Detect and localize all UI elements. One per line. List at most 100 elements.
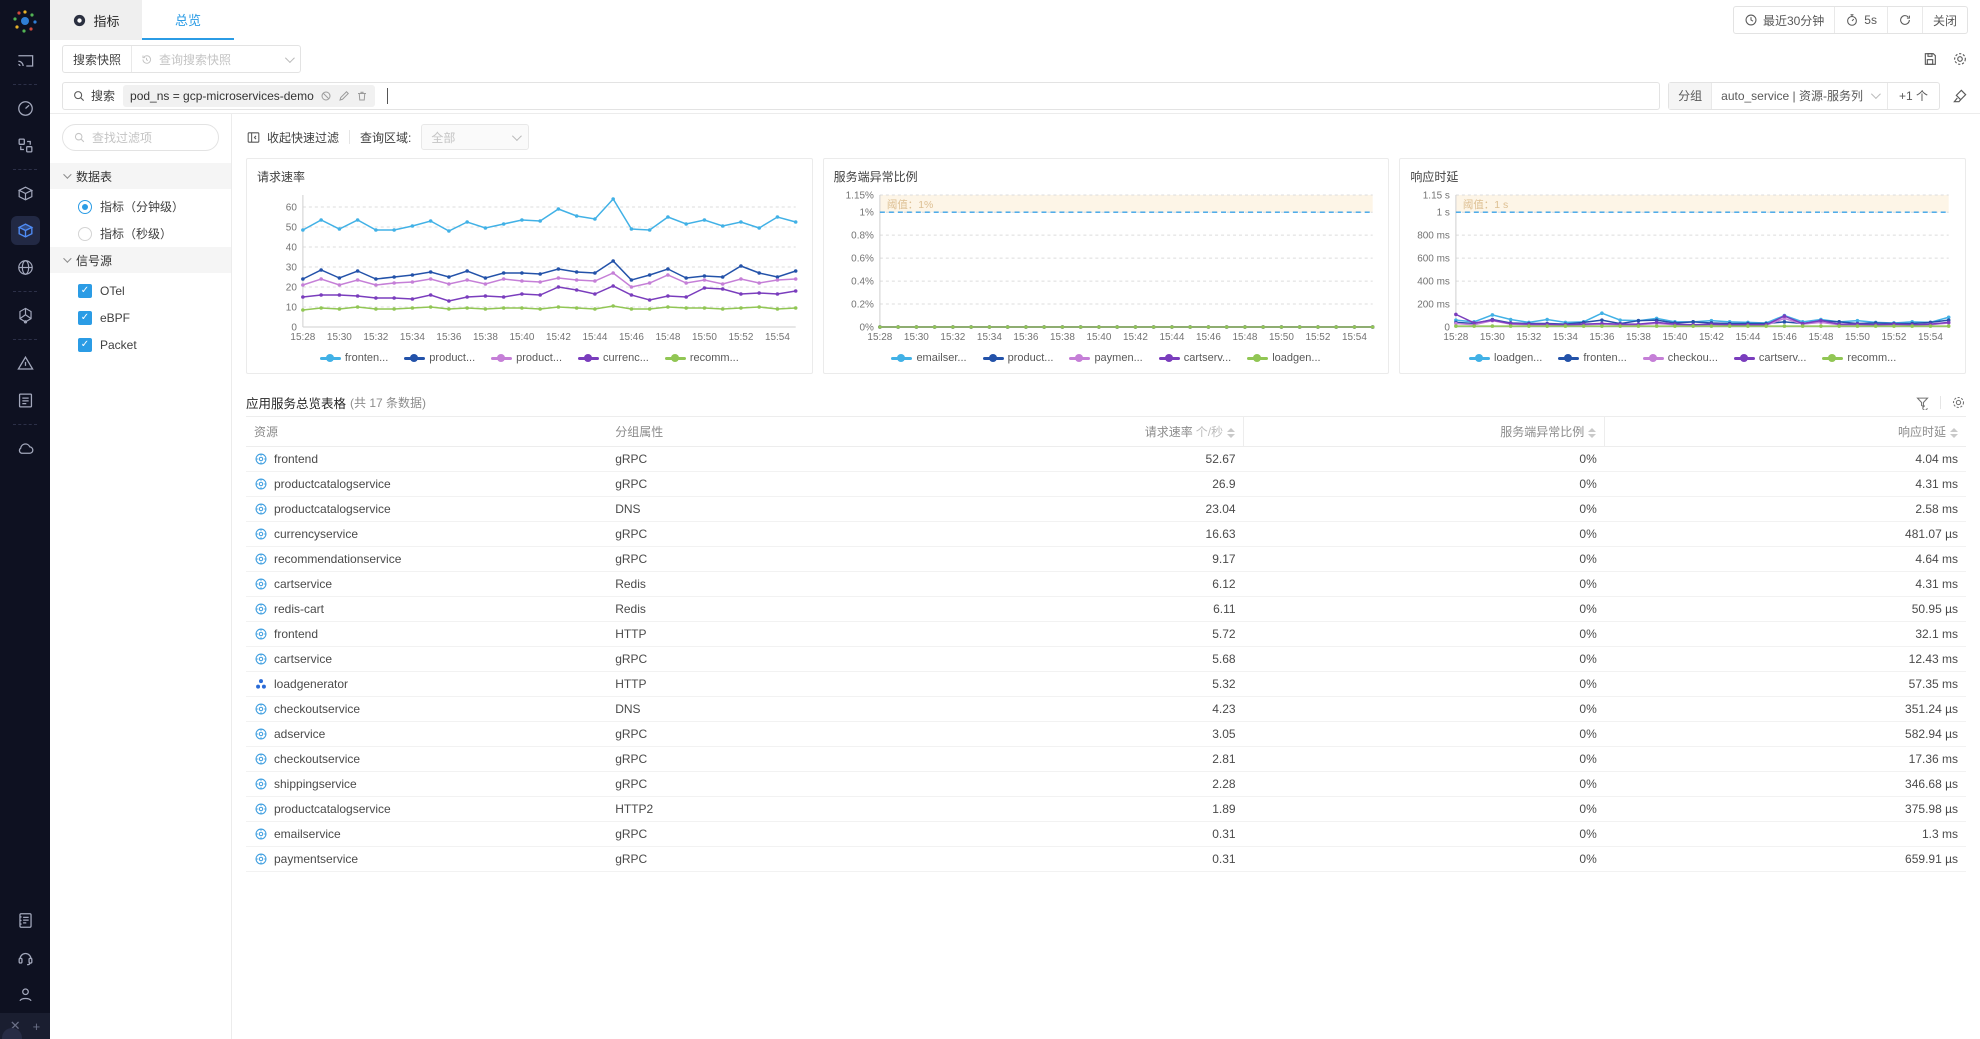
resource-name[interactable]: productcatalogservice xyxy=(274,477,391,491)
legend-item[interactable]: recomm... xyxy=(1822,352,1896,364)
resource-name[interactable]: productcatalogservice xyxy=(274,802,391,816)
sort-icon[interactable] xyxy=(1227,427,1236,438)
sort-icon[interactable] xyxy=(1588,427,1597,438)
disable-filter-icon[interactable] xyxy=(320,90,332,102)
profiling-swap-icon[interactable] xyxy=(0,127,50,164)
resource-name[interactable]: frontend xyxy=(274,452,319,466)
close-view-button[interactable]: 关闭 xyxy=(1921,7,1967,33)
legend-item[interactable]: cartserv... xyxy=(1158,352,1231,364)
col-resource[interactable]: 资源 xyxy=(246,416,608,447)
radio-metrics-minute[interactable]: 指标（分钟级） xyxy=(50,193,231,220)
table-row[interactable]: cartservice gRPC 5.68 0% 12.43 ms xyxy=(246,646,1966,672)
col-error-ratio[interactable]: 服务端异常比例 xyxy=(1243,416,1605,447)
legend-item[interactable]: cartserv... xyxy=(1733,352,1806,364)
table-row[interactable]: redis-cart Redis 6.11 0% 50.95 µs xyxy=(246,596,1966,622)
resource-name[interactable]: checkoutservice xyxy=(274,752,361,766)
latency-chart[interactable]: 阈值：1 s 0 200 ms 400 ms 600 ms 800 ms 1 s 1.15 s… xyxy=(1410,187,1955,345)
resource-name[interactable]: shippingservice xyxy=(274,777,357,791)
search-input[interactable]: 搜索 pod_ns = gcp-microservices-demo xyxy=(62,81,1661,110)
table-row[interactable]: productcatalogservice HTTP2 1.89 0% 375.98 µ… xyxy=(246,796,1966,822)
resource-name[interactable]: cartservice xyxy=(274,577,333,591)
resource-name[interactable]: paymentservice xyxy=(274,852,359,866)
save-icon[interactable] xyxy=(1922,51,1938,67)
table-row[interactable]: productcatalogservice gRPC 26.9 0% 4.31 ms xyxy=(246,471,1966,497)
table-row[interactable]: frontend HTTP 5.72 0% 32.1 ms xyxy=(246,621,1966,647)
resource-name[interactable]: redis-cart xyxy=(274,602,325,616)
search-snapshot-button[interactable]: 搜索快照 xyxy=(63,46,133,72)
time-range-button[interactable]: 最近30分钟 xyxy=(1734,7,1834,33)
legend-item[interactable]: product... xyxy=(491,352,562,364)
legend-item[interactable]: product... xyxy=(404,352,475,364)
cloud-icon[interactable] xyxy=(0,430,50,467)
legend-item[interactable]: emailser... xyxy=(891,352,967,364)
checkbox-packet[interactable]: ✓ Packet xyxy=(50,331,231,358)
gear-icon[interactable] xyxy=(1952,51,1968,67)
table-row[interactable]: adservice gRPC 3.05 0% 582.94 µs xyxy=(246,721,1966,747)
col-latency[interactable]: 响应时延 xyxy=(1604,416,1966,447)
legend-item[interactable]: product... xyxy=(982,352,1053,364)
resource-name[interactable]: adservice xyxy=(274,727,326,741)
resource-name[interactable]: checkoutservice xyxy=(274,702,361,716)
alert-triangle-icon[interactable] xyxy=(0,345,50,382)
floating-button[interactable] xyxy=(2,1028,22,1039)
resource-name[interactable]: currencyservice xyxy=(274,527,359,541)
cast-screen-icon[interactable] xyxy=(0,42,50,79)
legend-item[interactable]: fronten... xyxy=(319,352,388,364)
tab-overview[interactable]: 总览 xyxy=(142,0,234,40)
clear-brush-icon[interactable] xyxy=(1952,88,1968,104)
legend-item[interactable]: checkou... xyxy=(1642,352,1718,364)
table-row[interactable]: productcatalogservice DNS 23.04 0% 2.58 ms xyxy=(246,496,1966,522)
query-region-select[interactable]: 全部 xyxy=(421,124,530,150)
network-globe-icon[interactable] xyxy=(0,249,50,286)
table-row[interactable]: currencyservice gRPC 16.63 0% 481.07 µs xyxy=(246,521,1966,547)
legend-item[interactable]: fronten... xyxy=(1558,352,1627,364)
table-row[interactable]: frontend gRPC 52.67 0% 4.04 ms xyxy=(246,446,1966,472)
dashboard-gauge-icon[interactable] xyxy=(0,90,50,127)
table-row[interactable]: shippingservice gRPC 2.28 0% 346.68 µs xyxy=(246,771,1966,797)
topology-cube-icon[interactable] xyxy=(0,297,50,334)
brand-logo[interactable] xyxy=(0,0,50,42)
group-by-more[interactable]: +1 个 xyxy=(1886,82,1939,109)
resource-name[interactable]: productcatalogservice xyxy=(274,502,391,516)
table-row[interactable]: emailservice gRPC 0.31 0% 1.3 ms xyxy=(246,821,1966,847)
resource-name[interactable]: frontend xyxy=(274,627,319,641)
tab-metrics[interactable]: 指标 xyxy=(50,0,142,40)
section-data-tables[interactable]: 数据表 xyxy=(50,163,231,189)
resource-export-icon[interactable] xyxy=(0,175,50,212)
table-row[interactable]: loadgenerator HTTP 5.32 0% 57.35 ms xyxy=(246,671,1966,697)
query-filter-tag[interactable]: pod_ns = gcp-microservices-demo xyxy=(123,84,375,107)
error-ratio-chart[interactable]: 阈值：1% 0% 0.2% 0.4% 0.6% 0.8% 1% 1.15% 15:28 15:30… xyxy=(834,187,1379,345)
refresh-button[interactable] xyxy=(1886,7,1922,33)
checkbox-otel[interactable]: ✓ OTel xyxy=(50,277,231,304)
filter-search-input[interactable] xyxy=(92,130,208,145)
edit-filter-icon[interactable] xyxy=(338,90,350,102)
report-list-icon[interactable] xyxy=(0,382,50,419)
col-request-rate[interactable]: 请求速率 个/秒 xyxy=(968,416,1244,447)
table-row[interactable]: checkoutservice gRPC 2.81 0% 17.36 ms xyxy=(246,746,1966,772)
request-rate-chart[interactable]: 0 10 20 30 40 50 60 15:28 15:30 15:32 15:34 15:36 15… xyxy=(257,187,802,345)
group-by-select[interactable]: auto_service | 资源-服务列 xyxy=(1712,87,1887,104)
application-box-icon-active[interactable] xyxy=(0,212,50,249)
section-signal-sources[interactable]: 信号源 xyxy=(50,247,231,273)
col-group-attr[interactable]: 分组属性 xyxy=(607,416,969,447)
resource-name[interactable]: cartservice xyxy=(274,652,333,666)
table-settings-gear-icon[interactable] xyxy=(1951,395,1966,410)
radio-metrics-second[interactable]: 指标（秒级） xyxy=(50,220,231,247)
sort-icon[interactable] xyxy=(1950,427,1958,438)
legend-item[interactable]: recomm... xyxy=(664,352,739,364)
collapse-quick-filter-button[interactable]: 收起快速过滤 xyxy=(246,129,339,146)
checkbox-ebpf[interactable]: ✓ eBPF xyxy=(50,304,231,331)
table-row[interactable]: recommendationservice gRPC 9.17 0% 4.64 ms xyxy=(246,546,1966,572)
delete-filter-icon[interactable] xyxy=(356,90,368,102)
resource-name[interactable]: loadgenerator xyxy=(274,677,349,691)
funnel-filter-icon[interactable] xyxy=(1915,395,1930,410)
add-tab-button[interactable]: + xyxy=(32,1018,41,1034)
close-x-button[interactable]: ✕ xyxy=(9,1018,21,1033)
legend-item[interactable]: paymen... xyxy=(1069,352,1143,364)
user-icon[interactable] xyxy=(0,976,50,1013)
legend-item[interactable]: loadgen... xyxy=(1469,352,1542,364)
legend-item[interactable]: loadgen... xyxy=(1247,352,1321,364)
refresh-interval-button[interactable]: 5s xyxy=(1834,7,1887,33)
table-row[interactable]: paymentservice gRPC 0.31 0% 659.91 µs xyxy=(246,846,1966,872)
table-row[interactable]: checkoutservice DNS 4.23 0% 351.24 µs xyxy=(246,696,1966,722)
